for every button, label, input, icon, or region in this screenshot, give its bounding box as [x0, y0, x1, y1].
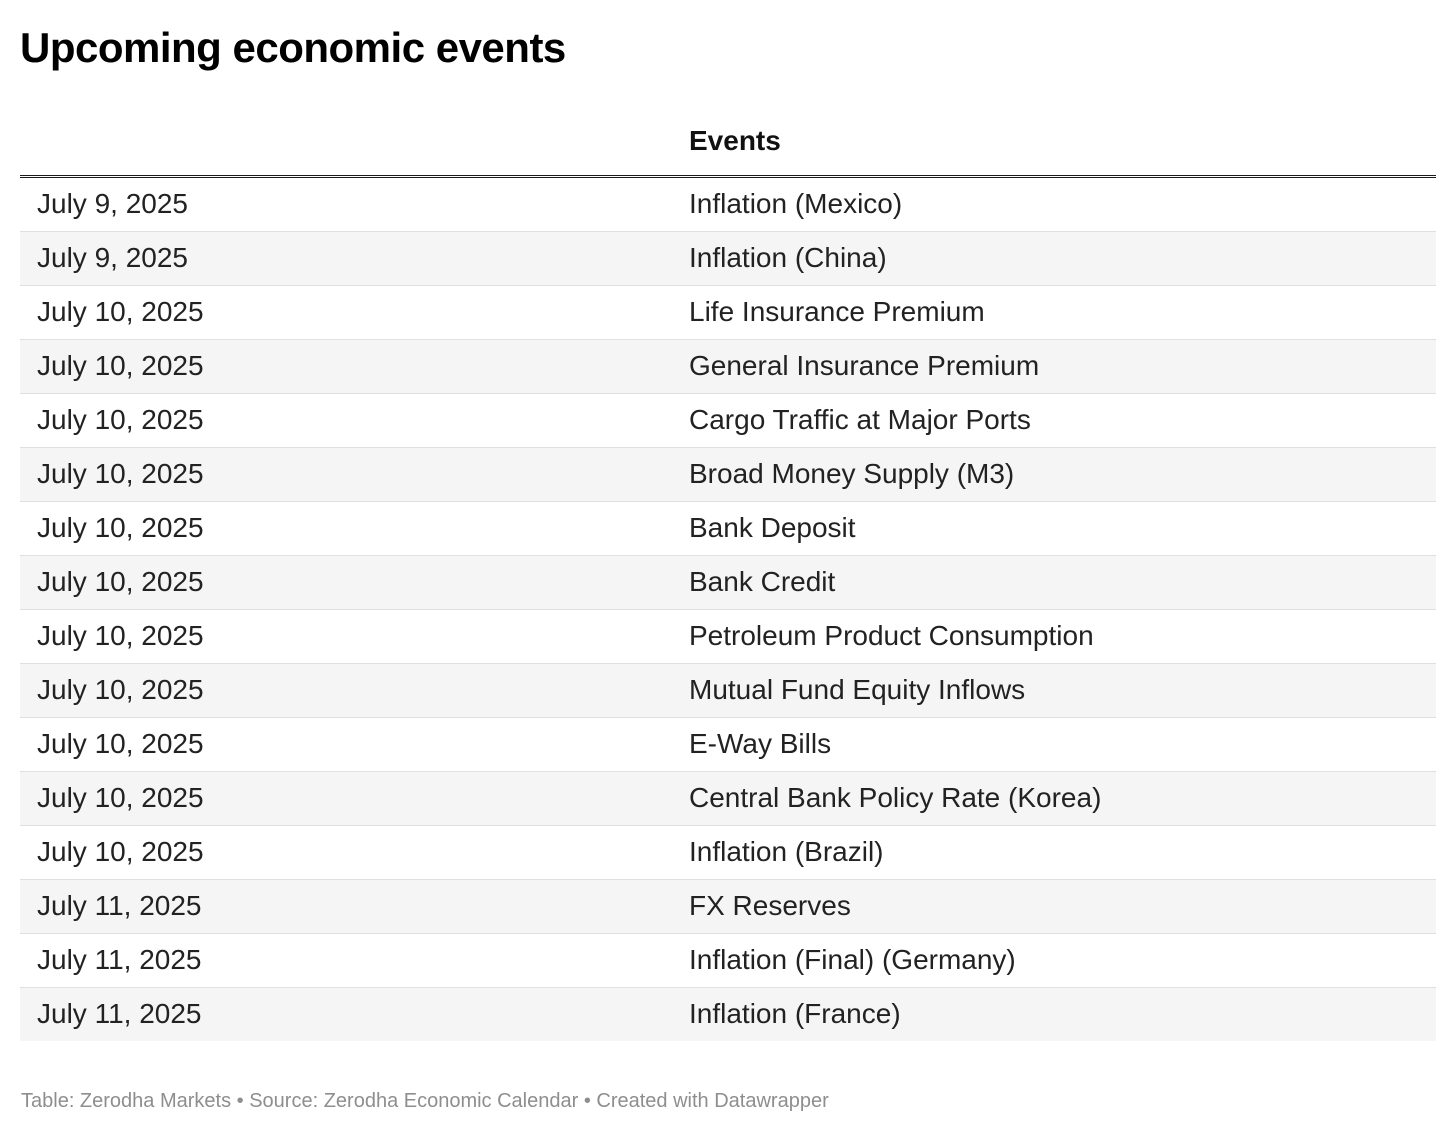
table-row: July 10, 2025 Bank Credit [20, 554, 1436, 610]
event-cell: E-Way Bills [673, 716, 1436, 772]
date-cell: July 11, 2025 [20, 878, 673, 934]
event-cell: Inflation (France) [673, 986, 1436, 1041]
event-cell: Central Bank Policy Rate (Korea) [673, 770, 1436, 826]
table-row: July 11, 2025 Inflation (France) [20, 986, 1436, 1041]
table-row: July 10, 2025 Cargo Traffic at Major Port… [20, 392, 1436, 448]
date-cell: July 10, 2025 [20, 770, 673, 826]
table-row: July 9, 2025 Inflation (Mexico) [20, 176, 1436, 231]
event-cell: Broad Money Supply (M3) [673, 446, 1436, 502]
date-column-header [20, 72, 673, 178]
event-cell: Inflation (Brazil) [673, 824, 1436, 880]
event-cell: Mutual Fund Equity Inflows [673, 662, 1436, 718]
event-cell: Bank Credit [673, 554, 1436, 610]
events-column-header: Events [673, 72, 1436, 178]
table-row: July 11, 2025 Inflation (Final) (Germany) [20, 932, 1436, 988]
date-cell: July 10, 2025 [20, 284, 673, 340]
event-cell: Cargo Traffic at Major Ports [673, 392, 1436, 448]
date-cell: July 9, 2025 [20, 230, 673, 286]
table-row: July 10, 2025 Central Bank Policy Rate (K… [20, 770, 1436, 826]
date-cell: July 10, 2025 [20, 662, 673, 718]
table-row: July 11, 2025 FX Reserves [20, 878, 1436, 934]
header-row: Events [20, 72, 1436, 178]
table-row: July 10, 2025 Mutual Fund Equity Inflows [20, 662, 1436, 718]
date-cell: July 10, 2025 [20, 446, 673, 502]
table-row: July 10, 2025 Life Insurance Premium [20, 284, 1436, 340]
event-cell: Inflation (China) [673, 230, 1436, 286]
table-row: July 9, 2025 Inflation (China) [20, 230, 1436, 286]
date-cell: July 10, 2025 [20, 500, 673, 556]
date-cell: July 10, 2025 [20, 338, 673, 394]
event-cell: Petroleum Product Consumption [673, 608, 1436, 664]
event-cell: Bank Deposit [673, 500, 1436, 556]
table-row: July 10, 2025 Petroleum Product Consumpti… [20, 608, 1436, 664]
chart-title: Upcoming economic events [20, 24, 566, 71]
events-table: Events July 9, 2025 Inflation (Mexico) Jul… [20, 72, 1436, 1041]
date-cell: July 10, 2025 [20, 392, 673, 448]
table-row: July 10, 2025 Broad Money Supply (M3) [20, 446, 1436, 502]
date-cell: July 10, 2025 [20, 608, 673, 664]
table-row: July 10, 2025 Inflation (Brazil) [20, 824, 1436, 880]
table-row: July 10, 2025 E-Way Bills [20, 716, 1436, 772]
event-cell: General Insurance Premium [673, 338, 1436, 394]
event-cell: FX Reserves [673, 878, 1436, 934]
table-row: July 10, 2025 General Insurance Premium [20, 338, 1436, 394]
attribution-footer: Table: Zerodha Markets • Source: Zerodha… [21, 1089, 829, 1112]
date-cell: July 10, 2025 [20, 716, 673, 772]
date-cell: July 11, 2025 [20, 986, 673, 1041]
table-body: July 9, 2025 Inflation (Mexico) July 9, 20… [20, 176, 1436, 1041]
date-cell: July 10, 2025 [20, 554, 673, 610]
table-header: Events [20, 72, 1436, 178]
table-row: July 10, 2025 Bank Deposit [20, 500, 1436, 556]
event-cell: Life Insurance Premium [673, 284, 1436, 340]
date-cell: July 10, 2025 [20, 824, 673, 880]
event-cell: Inflation (Mexico) [689, 188, 903, 220]
date-cell: July 11, 2025 [20, 932, 673, 988]
date-cell: July 9, 2025 [37, 188, 188, 220]
event-cell: Inflation (Final) (Germany) [673, 932, 1436, 988]
